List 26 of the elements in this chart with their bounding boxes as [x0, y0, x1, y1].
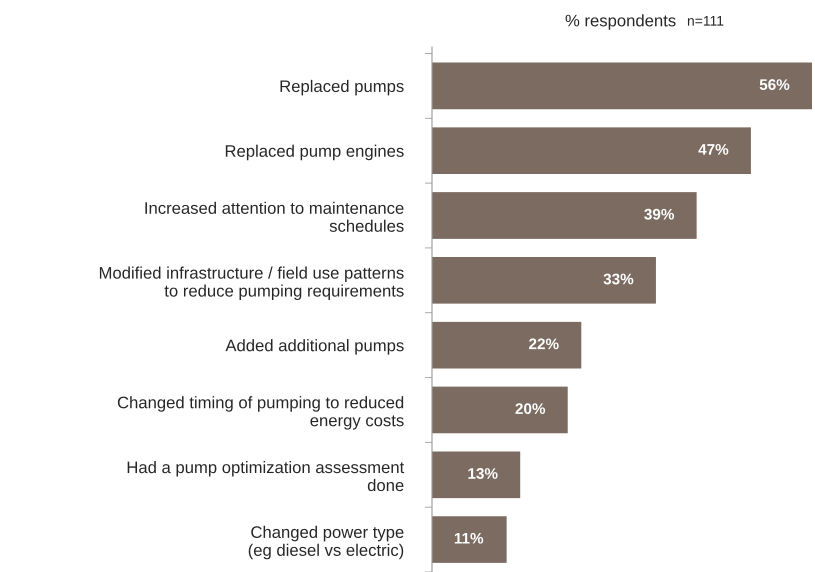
y-tick-label: Replaced pump engines	[226, 144, 404, 160]
data-label: 11%	[454, 532, 484, 544]
data-label: 22%	[529, 338, 559, 350]
data-label: 56%	[760, 79, 790, 90]
bar	[432, 127, 751, 174]
bar	[432, 451, 520, 498]
bar	[432, 322, 582, 368]
bar	[432, 192, 697, 239]
data-label: 33%	[604, 274, 634, 284]
y-tick-label: Modified infrastructure / field use patterns to reduce pumping requirements	[100, 266, 404, 300]
chart-title: % respondents	[566, 14, 676, 30]
data-label: 13%	[468, 468, 498, 479]
bar	[432, 62, 812, 110]
y-tick-label: Added additional pumps	[225, 339, 404, 355]
bar	[432, 386, 568, 434]
y-tick-label: Increased attention to maintenance schedules	[145, 202, 404, 232]
bar	[432, 516, 507, 563]
y-tick-label: Changed power type (eg diesel vs electric)	[248, 526, 404, 560]
data-label: 47%	[698, 144, 728, 155]
chart-subtitle: n=111	[688, 16, 724, 26]
y-tick-label: Replaced pumps	[280, 80, 404, 96]
y-tick-label: Changed timing of pumping to reduced energy costs	[118, 396, 404, 430]
data-label: 39%	[644, 208, 674, 220]
data-label: 20%	[515, 403, 546, 414]
y-tick-label: Had a pump optimization assessment done	[128, 460, 404, 492]
bar	[432, 257, 656, 304]
